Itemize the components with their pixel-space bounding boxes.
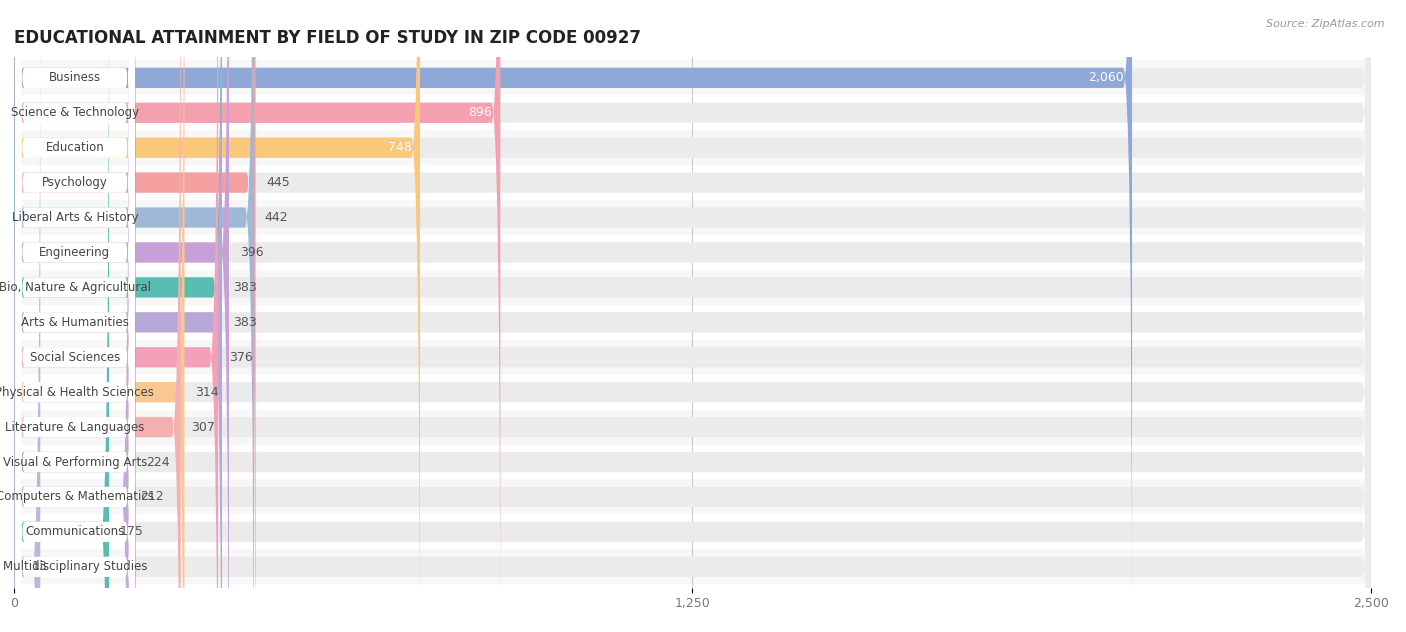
FancyBboxPatch shape xyxy=(14,305,1371,340)
FancyBboxPatch shape xyxy=(14,0,1132,632)
Text: 376: 376 xyxy=(229,351,253,364)
FancyBboxPatch shape xyxy=(14,0,135,632)
Text: 307: 307 xyxy=(191,421,215,434)
FancyBboxPatch shape xyxy=(14,0,110,632)
FancyBboxPatch shape xyxy=(14,0,501,632)
FancyBboxPatch shape xyxy=(14,0,1371,632)
FancyBboxPatch shape xyxy=(14,0,254,632)
FancyBboxPatch shape xyxy=(15,0,135,632)
FancyBboxPatch shape xyxy=(14,0,1371,632)
Text: Multidisciplinary Studies: Multidisciplinary Studies xyxy=(3,561,148,573)
FancyBboxPatch shape xyxy=(15,0,135,632)
FancyBboxPatch shape xyxy=(14,549,1371,584)
Text: 2,060: 2,060 xyxy=(1088,71,1123,84)
FancyBboxPatch shape xyxy=(14,0,222,632)
Text: EDUCATIONAL ATTAINMENT BY FIELD OF STUDY IN ZIP CODE 00927: EDUCATIONAL ATTAINMENT BY FIELD OF STUDY… xyxy=(14,29,641,47)
FancyBboxPatch shape xyxy=(14,375,1371,410)
FancyBboxPatch shape xyxy=(14,130,1371,165)
FancyBboxPatch shape xyxy=(14,0,229,632)
FancyBboxPatch shape xyxy=(14,0,1371,632)
Text: Psychology: Psychology xyxy=(42,176,108,189)
Text: 212: 212 xyxy=(141,490,163,504)
FancyBboxPatch shape xyxy=(14,444,1371,480)
Text: 224: 224 xyxy=(146,456,170,468)
FancyBboxPatch shape xyxy=(15,0,135,632)
Text: 383: 383 xyxy=(233,316,256,329)
FancyBboxPatch shape xyxy=(14,410,1371,444)
FancyBboxPatch shape xyxy=(14,0,222,632)
Text: Computers & Mathematics: Computers & Mathematics xyxy=(0,490,153,504)
FancyBboxPatch shape xyxy=(14,0,218,632)
FancyBboxPatch shape xyxy=(15,0,135,632)
Text: Engineering: Engineering xyxy=(39,246,111,259)
Text: Social Sciences: Social Sciences xyxy=(30,351,120,364)
Text: Arts & Humanities: Arts & Humanities xyxy=(21,316,129,329)
Text: Business: Business xyxy=(49,71,101,84)
FancyBboxPatch shape xyxy=(14,0,1371,632)
FancyBboxPatch shape xyxy=(14,0,1371,632)
Text: 396: 396 xyxy=(240,246,263,259)
FancyBboxPatch shape xyxy=(14,0,129,632)
Text: Education: Education xyxy=(45,141,104,154)
FancyBboxPatch shape xyxy=(14,0,1371,632)
FancyBboxPatch shape xyxy=(14,61,1371,95)
FancyBboxPatch shape xyxy=(14,0,256,632)
Text: 13: 13 xyxy=(32,561,48,573)
FancyBboxPatch shape xyxy=(14,0,1371,632)
FancyBboxPatch shape xyxy=(15,0,135,632)
FancyBboxPatch shape xyxy=(15,0,135,632)
Text: Science & Technology: Science & Technology xyxy=(11,106,139,119)
Text: 442: 442 xyxy=(264,211,288,224)
FancyBboxPatch shape xyxy=(14,0,1371,632)
FancyBboxPatch shape xyxy=(14,0,1371,632)
FancyBboxPatch shape xyxy=(15,0,135,632)
Text: 445: 445 xyxy=(266,176,290,189)
FancyBboxPatch shape xyxy=(14,0,1371,632)
FancyBboxPatch shape xyxy=(15,0,135,632)
FancyBboxPatch shape xyxy=(15,0,135,632)
FancyBboxPatch shape xyxy=(14,0,1371,632)
Text: Physical & Health Sciences: Physical & Health Sciences xyxy=(0,386,155,399)
FancyBboxPatch shape xyxy=(14,0,1371,632)
FancyBboxPatch shape xyxy=(15,0,135,632)
Text: 383: 383 xyxy=(233,281,256,294)
Text: Communications: Communications xyxy=(25,525,125,538)
Text: Liberal Arts & History: Liberal Arts & History xyxy=(11,211,138,224)
Text: 748: 748 xyxy=(388,141,412,154)
FancyBboxPatch shape xyxy=(14,200,1371,235)
Text: 314: 314 xyxy=(195,386,219,399)
FancyBboxPatch shape xyxy=(14,340,1371,375)
FancyBboxPatch shape xyxy=(14,0,1371,632)
FancyBboxPatch shape xyxy=(15,0,135,632)
Text: Literature & Languages: Literature & Languages xyxy=(6,421,145,434)
FancyBboxPatch shape xyxy=(14,0,1371,632)
Text: Source: ZipAtlas.com: Source: ZipAtlas.com xyxy=(1267,19,1385,29)
FancyBboxPatch shape xyxy=(14,514,1371,549)
FancyBboxPatch shape xyxy=(14,235,1371,270)
FancyBboxPatch shape xyxy=(14,0,41,632)
FancyBboxPatch shape xyxy=(14,0,181,632)
FancyBboxPatch shape xyxy=(15,0,135,632)
FancyBboxPatch shape xyxy=(14,0,1371,632)
FancyBboxPatch shape xyxy=(14,0,420,632)
FancyBboxPatch shape xyxy=(14,0,184,632)
Text: 896: 896 xyxy=(468,106,492,119)
FancyBboxPatch shape xyxy=(14,95,1371,130)
Text: Bio, Nature & Agricultural: Bio, Nature & Agricultural xyxy=(0,281,150,294)
FancyBboxPatch shape xyxy=(14,480,1371,514)
Text: 175: 175 xyxy=(120,525,143,538)
FancyBboxPatch shape xyxy=(15,0,135,632)
FancyBboxPatch shape xyxy=(15,0,135,632)
FancyBboxPatch shape xyxy=(14,165,1371,200)
Text: Visual & Performing Arts: Visual & Performing Arts xyxy=(3,456,148,468)
FancyBboxPatch shape xyxy=(14,270,1371,305)
FancyBboxPatch shape xyxy=(15,0,135,632)
